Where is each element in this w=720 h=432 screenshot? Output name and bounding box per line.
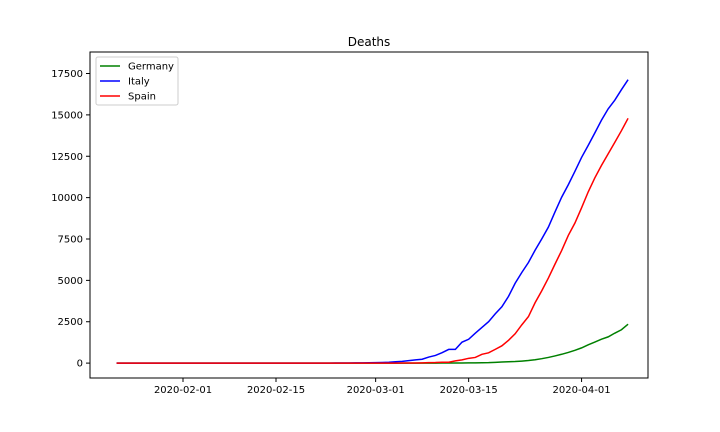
x-axis: 2020-02-01 2020-02-15 2020-03-01 2020-03-15… — [154, 378, 611, 396]
x-tick-label: 2020-02-01 — [154, 385, 212, 396]
plot-area — [116, 79, 629, 364]
x-tick-label: 2020-03-01 — [347, 385, 405, 396]
y-tick-label: 10000 — [51, 193, 83, 204]
axes-frame — [89, 51, 649, 379]
y-tick-label: 12500 — [51, 152, 83, 163]
y-tick-label: 17500 — [51, 69, 83, 80]
series-line-germany — [116, 323, 629, 364]
legend: Germany Italy Spain — [95, 56, 179, 106]
x-tick-label: 2020-03-15 — [440, 385, 498, 396]
series-line-italy — [116, 79, 629, 364]
y-tick-label: 5000 — [58, 276, 83, 287]
y-tick-label: 0 — [77, 359, 83, 370]
legend-label-spain: Spain — [128, 92, 156, 103]
x-tick-label: 2020-02-15 — [247, 385, 305, 396]
series-line-spain — [116, 117, 629, 364]
legend-label-italy: Italy — [128, 77, 150, 88]
y-tick-label: 2500 — [58, 317, 83, 328]
chart-title: Deaths — [348, 35, 391, 49]
y-tick-label: 15000 — [51, 110, 83, 121]
y-axis: 0 2500 5000 7500 10000 12500 15000 17500 — [51, 69, 90, 370]
x-tick-label: 2020-04-01 — [553, 385, 611, 396]
legend-box — [95, 56, 179, 106]
legend-label-germany: Germany — [128, 62, 174, 73]
y-tick-label: 7500 — [58, 234, 83, 245]
